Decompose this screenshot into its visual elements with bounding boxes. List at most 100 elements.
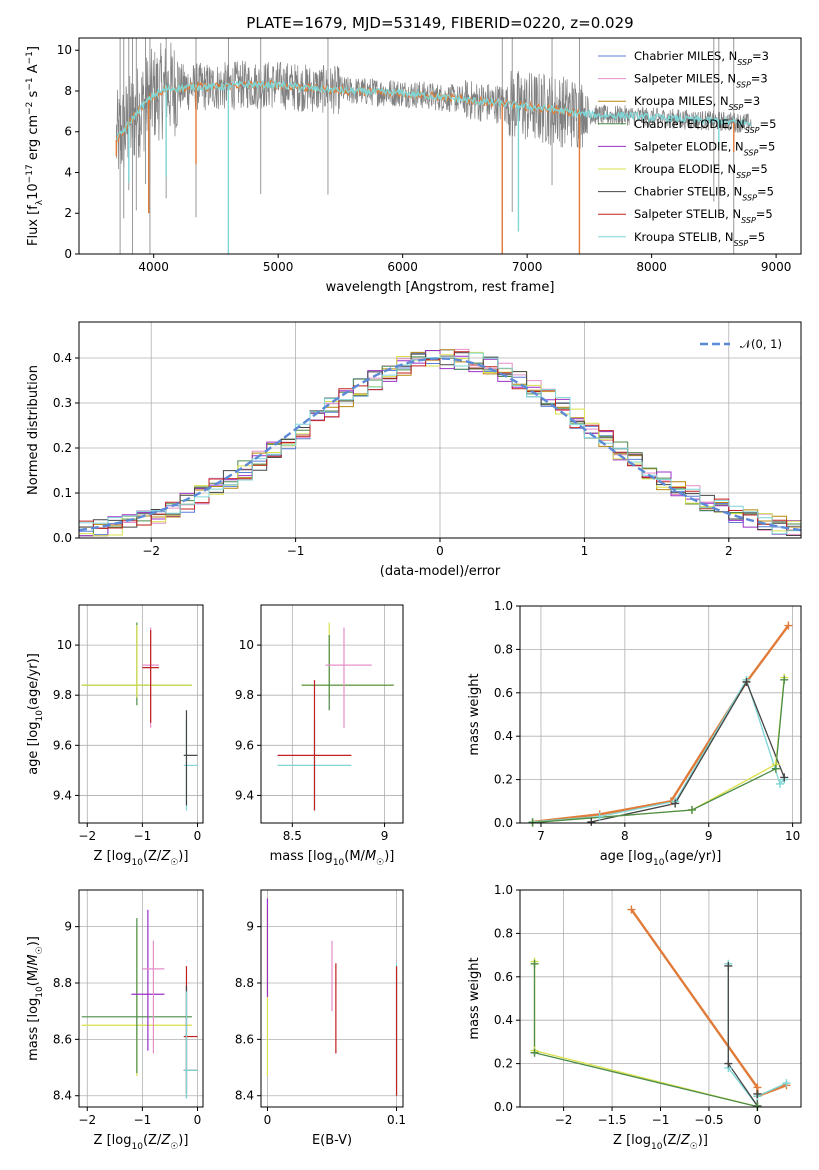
series-marker [530,959,539,968]
series-marker [687,805,696,814]
series-model-kroupa-stelib [115,79,752,143]
y-tick-label: 0.0 [53,531,72,545]
plot-area-age_vs_mass [277,622,394,811]
plot-area-spectrum [115,38,752,254]
y-tick-label: 9.4 [235,788,254,802]
x-tick-label: 0 [194,829,202,843]
y-axis-label: mass weight [467,673,482,755]
y-tick-label: 10 [57,43,72,57]
y-tick-label: 0.8 [494,642,513,656]
axes-frame [260,889,404,1108]
histogram-step [79,352,801,535]
y-tick-label: 0.2 [494,1057,513,1071]
x-tick-label: 9000 [761,260,792,274]
y-tick-label: 1.0 [494,883,513,897]
plot-area-mass_vs_Z [81,909,198,1099]
panel-age_vs_Z: −2 −1 0 9.4 9.6 9.8 10 Z [log10(Z/Z☉)] age [log1… [26,604,204,868]
y-tick-label: 4 [64,165,72,179]
series-line [533,961,758,1107]
series-marker [627,905,636,914]
series-marker [724,1059,733,1068]
y-axis-label: age [log10(age/yr)] [26,653,45,775]
legend-label: Chabrier ELODIE, NSSP=5 [634,117,776,135]
y-tick-label: 0.4 [494,1013,513,1027]
x-tick-label: 0 [264,1113,272,1127]
series-marker [780,773,789,782]
x-tick-label: −2 [142,544,160,558]
y-tick-label: 9 [246,920,254,934]
y-tick-label: 8.6 [235,1032,254,1046]
x-axis-label: age [log10(age/yr)] [600,849,722,868]
panel-mass_vs_Z: −2 −1 0 8.4 8.6 8.8 9 Z [log10(Z/Z☉)] mass [log1… [26,889,204,1152]
legend-label: Chabrier STELIB, NSSP=5 [634,185,774,203]
x-axis-label: E(B-V) [312,1133,352,1148]
axes-frame [78,37,802,255]
y-tick-label: 9.6 [53,738,72,752]
y-tick-label: 0.3 [53,396,72,410]
x-tick-label: 1 [581,544,589,558]
y-tick-label: 0.6 [494,970,513,984]
panel-age_vs_mass: 8.5 9 9.4 9.6 9.8 10 mass [log10(M/M☉)] [235,604,404,868]
legend-label: Salpeter STELIB, NSSP=5 [634,207,773,225]
y-tick-label: 10 [57,638,72,652]
y-axis-label: mass weight [467,957,482,1039]
axes-frame [78,604,204,824]
y-axis-label: Normed distribution [26,365,41,495]
y-tick-label: 8 [64,84,72,98]
x-tick-label: 7 [537,829,545,843]
plot-area-residuals [79,348,801,537]
x-axis-label: (data-model)/error [380,564,501,579]
series-normal-curve [79,357,801,532]
axes-frame [78,889,204,1108]
series-line [533,963,758,1107]
y-tick-label: 8.8 [53,976,72,990]
series-marker [595,812,604,821]
y-tick-label: 0.6 [494,686,513,700]
series-marker [724,961,733,970]
panel-weight_vs_age: 7 8 9 10 0.0 0.2 0.4 0.6 0.8 1.0 age [log10(age/yr… [467,599,802,868]
series-marker [780,675,789,684]
x-tick-label: 10 [785,829,800,843]
series-line [532,624,790,823]
legend-label: Kroupa MILES, NSSP=3 [634,94,760,112]
series-marker [671,799,680,808]
x-tick-label: −2 [78,1113,96,1127]
y-tick-label: 0.2 [494,773,513,787]
figure-title: PLATE=1679, MJD=53149, FIBERID=0220, z=0… [246,14,633,32]
series-line [532,678,785,823]
y-tick-label: 9.8 [53,688,72,702]
legend-label: Kroupa STELIB, NSSP=5 [634,230,765,248]
plot-area-mass_vs_EBV [266,898,398,1096]
x-tick-label: −0.5 [694,1113,723,1127]
y-tick-label: 0.1 [53,486,72,500]
x-tick-label: 8.5 [283,829,302,843]
x-tick-label: 4000 [138,260,169,274]
series-marker [753,1089,762,1098]
x-tick-label: 0 [194,1113,202,1127]
x-axis-label: Z [log10(Z/Z☉)] [613,1133,708,1152]
histogram-step [79,352,801,536]
x-tick-label: 7000 [512,260,543,274]
x-tick-label: 9 [381,829,389,843]
panel-residuals: 𝒩(0, 1) −2 −1 0 1 2 0.0 0.1 0.2 0.3 0.4 (data-model… [26,321,802,579]
x-tick-label: −1.5 [597,1113,626,1127]
x-tick-label: 0 [754,1113,762,1127]
x-tick-label: 8000 [636,260,667,274]
y-tick-label: 8.6 [53,1032,72,1046]
series-line [591,680,785,823]
x-tick-label: 8 [621,829,629,843]
panel-spectrum: Chabrier MILES, NSSP=3 Salpeter MILES, NS… [25,37,802,295]
legend-label: Kroupa ELODIE, NSSP=5 [634,162,768,180]
y-tick-label: 0.0 [494,816,513,830]
x-axis-label: Z [log10(Z/Z☉)] [94,1133,189,1152]
y-tick-label: 1.0 [494,599,513,613]
y-tick-label: 9 [64,920,72,934]
y-axis-label: Flux [fλ10−17 erg cm−2 s−1 A−1] [25,46,45,246]
legend-label: 𝒩(0, 1) [740,337,782,351]
x-tick-label: −1 [652,1113,670,1127]
axes-frame [260,604,404,824]
series-marker [587,817,596,826]
y-tick-label: 0.4 [494,729,513,743]
x-tick-label: −1 [134,829,152,843]
